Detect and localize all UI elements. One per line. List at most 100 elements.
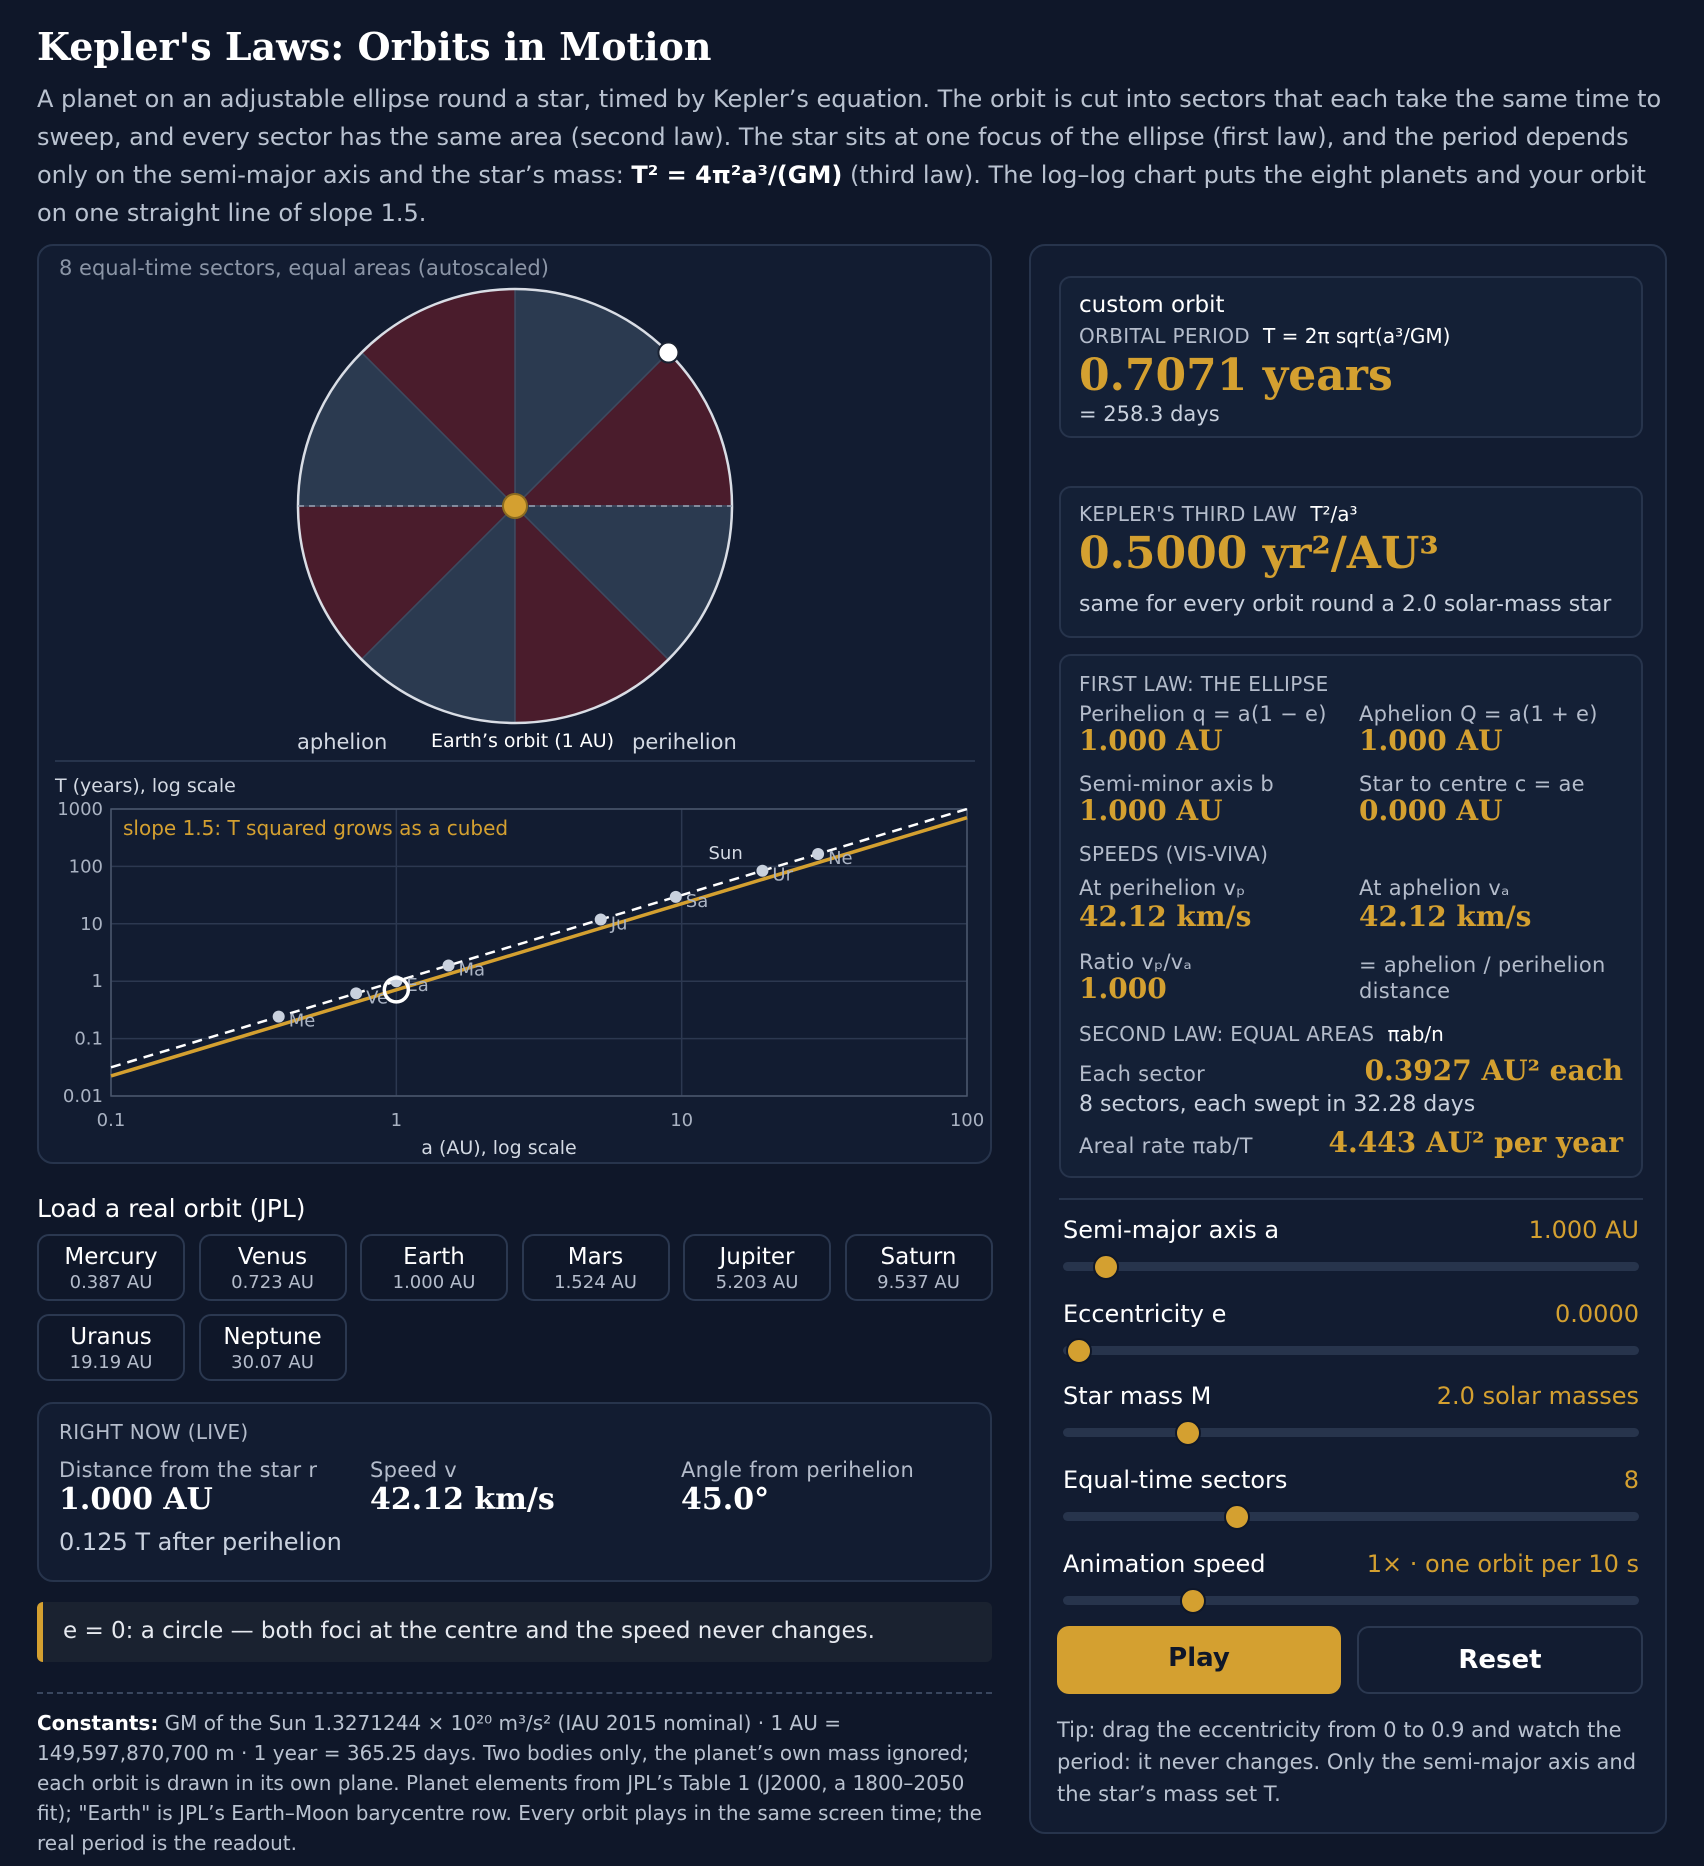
- speed-value: 42.12 km/s: [370, 1482, 555, 1517]
- planet-button-uranus[interactable]: Uranus 19.19 AU: [37, 1314, 185, 1381]
- planet-point: [594, 913, 607, 926]
- aphelion-dist-value: 1.000 AU: [1359, 724, 1503, 757]
- sun-line: [110, 807, 968, 1069]
- orbit-panel: 8 equal-time sectors, equal areas (autos…: [37, 244, 992, 1164]
- planet-button-earth[interactable]: Earth 1.000 AU: [360, 1234, 508, 1301]
- slider-label: Equal-time sectors: [1063, 1466, 1288, 1494]
- planet-point-label: Ne: [828, 848, 853, 869]
- planet-button-venus[interactable]: Venus 0.723 AU: [198, 1234, 347, 1301]
- x-axis-label: a (AU), log scale: [421, 1137, 576, 1159]
- slider-track[interactable]: [1063, 1512, 1639, 1521]
- planet-point: [812, 847, 825, 860]
- planet-name: Mars: [567, 1244, 624, 1270]
- slider-equal-time-sectors[interactable]: Equal-time sectors 8: [1063, 1466, 1639, 1546]
- planet-button-saturn[interactable]: Saturn 9.537 AU: [844, 1234, 993, 1301]
- second-law-formula: πab/n: [1387, 1022, 1444, 1046]
- slider-value: 1.000 AU: [1528, 1216, 1639, 1244]
- perihelion-label: perihelion: [632, 730, 737, 754]
- slider-thumb[interactable]: [1066, 1338, 1092, 1364]
- slider-eccentricity-e[interactable]: Eccentricity e 0.0000: [1063, 1300, 1639, 1380]
- ellipse-heading: FIRST LAW: THE ELLIPSE: [1079, 672, 1329, 696]
- aphelion-label: aphelion: [297, 730, 388, 754]
- period-formula: T = 2π sqrt(a³/GM): [1263, 324, 1451, 348]
- planet-semi-major-axis: 9.537 AU: [877, 1272, 960, 1293]
- chart-annotation: slope 1.5: T squared grows as a cubed: [123, 816, 508, 840]
- third-law-formula: T² = 4π²a³/(GM): [631, 161, 843, 189]
- page-title: Kepler's Laws: Orbits in Motion: [37, 24, 712, 69]
- star-centre-value: 0.000 AU: [1359, 794, 1503, 827]
- slider-thumb[interactable]: [1093, 1254, 1120, 1280]
- slider-track[interactable]: [1063, 1596, 1639, 1605]
- speeds-heading: SPEEDS (VIS-VIVA): [1079, 842, 1269, 866]
- planet-point-label: Sa: [686, 891, 708, 912]
- slider-label: Semi-major axis a: [1063, 1216, 1280, 1244]
- va-value: 42.12 km/s: [1359, 900, 1532, 933]
- slider-track[interactable]: [1063, 1428, 1639, 1437]
- perihelion-dist-value: 1.000 AU: [1079, 724, 1223, 757]
- planet[interactable]: [657, 341, 680, 364]
- ratio-value: 1.000: [1079, 972, 1167, 1005]
- planet-name: Uranus: [70, 1324, 152, 1350]
- y-tick-label: 0.01: [63, 1086, 103, 1107]
- planet-semi-major-axis: 0.723 AU: [231, 1272, 314, 1293]
- vp-label: At perihelion vₚ: [1079, 876, 1246, 900]
- slider-thumb[interactable]: [1223, 1504, 1250, 1530]
- tip-text: Tip: drag the eccentricity from 0 to 0.9…: [1057, 1718, 1637, 1806]
- y-tick-label: 10: [80, 914, 103, 935]
- slider-value: 1× · one orbit per 10 s: [1366, 1550, 1639, 1578]
- third-law-value: 0.5000 yr²/AU³: [1079, 528, 1439, 579]
- third-law-card: KEPLER'S THIRD LAW T²/a³ 0.5000 yr²/AU³ …: [1059, 486, 1643, 638]
- aphelion-dist-label: Aphelion Q = a(1 + e): [1359, 702, 1598, 726]
- planet-button-neptune[interactable]: Neptune 30.07 AU: [198, 1314, 347, 1381]
- time-since-perihelion: 0.125 T after perihelion: [59, 1528, 342, 1556]
- planet-name: Neptune: [223, 1324, 322, 1350]
- sectors-note: 8 sectors, each swept in 32.28 days: [1079, 1092, 1476, 1117]
- sector-area-value: 0.3927 AU² each: [1364, 1054, 1623, 1087]
- ratio-label: Ratio vₚ/vₐ: [1079, 950, 1193, 974]
- second-law-heading: SECOND LAW: EQUAL AREAS: [1079, 1022, 1375, 1046]
- y-tick-label: 1: [92, 971, 103, 992]
- slider-value: 0.0000: [1555, 1300, 1639, 1328]
- y-tick-label: 0.1: [74, 1029, 103, 1050]
- planet-button-jupiter[interactable]: Jupiter 5.203 AU: [683, 1234, 831, 1301]
- x-tick-label: 10: [670, 1110, 693, 1131]
- y-tick-label: 100: [69, 856, 103, 877]
- slider-thumb[interactable]: [1180, 1588, 1207, 1614]
- slider-value: 2.0 solar masses: [1436, 1382, 1639, 1410]
- planet-semi-major-axis: 30.07 AU: [231, 1352, 314, 1373]
- play-button[interactable]: Play: [1057, 1626, 1341, 1694]
- planet-point-label: Me: [289, 1011, 316, 1032]
- x-tick-label: 1: [391, 1110, 402, 1131]
- slider-semi-major-axis-a[interactable]: Semi-major axis a 1.000 AU: [1063, 1216, 1639, 1296]
- planet-semi-major-axis: 1.000 AU: [392, 1272, 476, 1293]
- planet-name: Saturn: [880, 1244, 957, 1270]
- planet-name: Earth: [403, 1244, 465, 1270]
- planet-semi-major-axis: 0.387 AU: [69, 1272, 153, 1293]
- planet-semi-major-axis: 1.524 AU: [554, 1272, 637, 1293]
- orbit-diagram: [296, 287, 734, 725]
- slider-star-mass-m[interactable]: Star mass M 2.0 solar masses: [1063, 1382, 1639, 1462]
- live-panel: RIGHT NOW (LIVE) Distance from the star …: [37, 1402, 992, 1582]
- period-label: ORBITAL PERIOD: [1079, 324, 1250, 348]
- planet-name: Venus: [237, 1244, 308, 1270]
- planet-point: [669, 890, 682, 903]
- eccentricity-note: e = 0: a circle — both foci at the centr…: [37, 1602, 992, 1662]
- period-days: = 258.3 days: [1079, 402, 1220, 426]
- slider-thumb[interactable]: [1174, 1420, 1201, 1446]
- planet-button-mercury[interactable]: Mercury 0.387 AU: [37, 1234, 185, 1301]
- planet-point-label: Ur: [772, 865, 793, 886]
- slider-track[interactable]: [1063, 1346, 1639, 1355]
- plot-area: [110, 808, 968, 1097]
- slider-track[interactable]: [1063, 1262, 1639, 1271]
- third-law-ratio-formula: T²/a³: [1310, 502, 1358, 526]
- reset-button[interactable]: Reset: [1357, 1626, 1643, 1694]
- results-panel: custom orbit ORBITAL PERIOD T = 2π sqrt(…: [1029, 244, 1667, 1834]
- ratio-note: = aphelion / perihelion distance: [1359, 953, 1606, 1003]
- constants-text: Constants: GM of the Sun 1.3271244 × 10²…: [37, 1711, 982, 1855]
- orbit-caption: 8 equal-time sectors, equal areas (autos…: [59, 256, 549, 280]
- slider-label: Star mass M: [1063, 1382, 1212, 1410]
- planet-button-mars[interactable]: Mars 1.524 AU: [521, 1234, 670, 1301]
- slider-value: 8: [1623, 1466, 1639, 1494]
- slider-animation-speed[interactable]: Animation speed 1× · one orbit per 10 s: [1063, 1550, 1639, 1630]
- planet-point-label: Ea: [406, 975, 428, 996]
